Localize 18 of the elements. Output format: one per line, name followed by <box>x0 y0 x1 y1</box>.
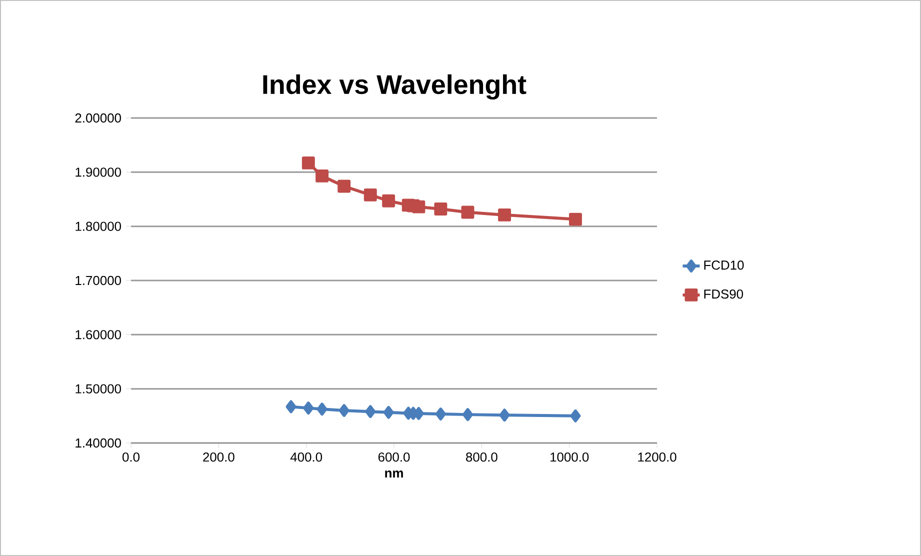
y-tick-label: 1.70000 <box>76 276 121 286</box>
chart-title: Index vs Wavelenght <box>263 74 526 100</box>
legend-label: FCD10 <box>704 260 744 270</box>
x-tick-label: 200.0 <box>203 452 234 462</box>
x-axis-title: nm <box>385 470 403 478</box>
y-tick-label: 2.00000 <box>75 113 121 123</box>
y-tick-label: 1.40000 <box>76 438 121 448</box>
x-tick-label: 0.0 <box>122 452 140 462</box>
x-tick-label: 1200.0 <box>638 452 676 462</box>
x-tick-label: 400.0 <box>290 452 322 462</box>
x-tick-label: 1000.0 <box>550 452 589 462</box>
y-tick-label: 1.50000 <box>76 384 121 394</box>
x-tick-label: 600.0 <box>378 452 410 462</box>
legend-label: FDS90 <box>704 289 744 299</box>
y-tick-label: 1.90000 <box>76 168 121 177</box>
y-tick-label: 1.60000 <box>76 330 121 340</box>
y-tick-label: 1.80000 <box>76 222 121 231</box>
x-tick-label: 800.0 <box>466 452 498 462</box>
